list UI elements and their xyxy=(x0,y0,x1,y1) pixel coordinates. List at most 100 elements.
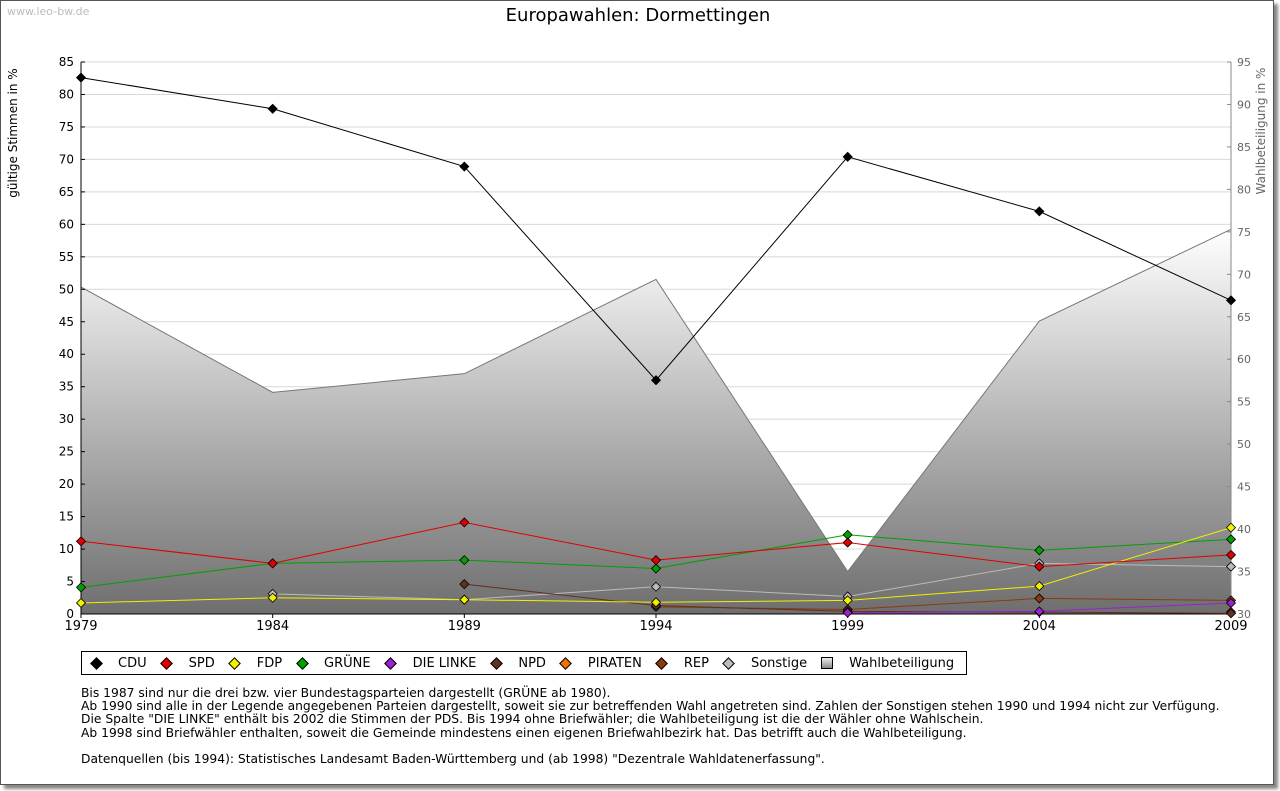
y-tick-label: 45 xyxy=(59,315,74,329)
data-point xyxy=(1034,606,1045,617)
legend-label: REP xyxy=(683,655,709,671)
legend-label: GRÜNE xyxy=(324,655,371,671)
legend-label: DIE LINKE xyxy=(412,655,477,671)
note-line: Die Spalte "DIE LINKE" enthält bis 2002 … xyxy=(81,712,984,727)
data-point xyxy=(842,537,853,548)
turnout-fill xyxy=(81,229,1231,614)
data-point xyxy=(842,607,853,618)
y-tick-label: 80 xyxy=(59,87,74,101)
y-tick-label: 85 xyxy=(59,55,74,69)
legend-marker-icon xyxy=(384,656,397,670)
legend-label: Wahlbeteiligung xyxy=(849,655,955,671)
data-point xyxy=(1034,561,1045,572)
x-tick-label: 1989 xyxy=(448,619,481,634)
data-point xyxy=(650,597,662,608)
data-point xyxy=(650,581,662,592)
data-point xyxy=(459,594,470,605)
data-point xyxy=(1225,608,1237,619)
legend-item: GRÜNE xyxy=(295,655,371,671)
legend-item: PIRATEN xyxy=(559,655,642,671)
legend-item: Wahlbeteiligung xyxy=(821,656,954,671)
source-line: Datenquellen (bis 1994): Statistisches L… xyxy=(81,751,825,766)
legend-marker-icon xyxy=(489,656,503,670)
legend-label: SPD xyxy=(188,655,215,671)
data-point xyxy=(1034,206,1045,217)
plot-area: 0 5 10 15 20 25 30 35 40 45 50 55 60 65 70 75 80 85 30 35 40… xyxy=(6,55,1268,634)
data-point xyxy=(75,582,87,593)
y2-tick-label: 50 xyxy=(1237,438,1251,451)
legend-label: CDU xyxy=(118,655,147,671)
y-tick-label: 35 xyxy=(59,380,74,394)
y2-tick-label: 70 xyxy=(1237,268,1251,281)
data-point xyxy=(842,151,853,162)
y-tick-label: 15 xyxy=(59,510,74,524)
x-tick-label: 1984 xyxy=(256,619,289,634)
legend-marker-icon xyxy=(228,656,242,670)
y-tick-label: 60 xyxy=(59,217,74,231)
y-tick-label: 40 xyxy=(59,347,74,361)
data-point xyxy=(459,555,470,566)
series-line xyxy=(272,562,1232,601)
y2-tick-label: 40 xyxy=(1237,523,1251,536)
x-tick-label: 2009 xyxy=(1214,619,1247,634)
legend-label: FDP xyxy=(256,655,283,671)
note-line: Ab 1998 sind Briefwähler enthalten, sowe… xyxy=(81,725,967,740)
data-point xyxy=(267,558,278,569)
y2-tick-label: 55 xyxy=(1237,396,1251,409)
legend-item: NPD xyxy=(489,655,546,671)
y-tick-label: 10 xyxy=(59,542,74,556)
data-point xyxy=(75,536,87,547)
turnout-line xyxy=(80,228,1232,573)
y-tick-label: 65 xyxy=(59,185,74,199)
y2-axis-label: Wahlbeteiligung in % xyxy=(1254,68,1268,195)
legend-label: PIRATEN xyxy=(587,655,642,671)
notes: Bis 1987 sind nur die drei bzw. vier Bun… xyxy=(81,686,1220,766)
y2-tick-label: 45 xyxy=(1237,481,1251,494)
y-tick-label: 75 xyxy=(59,120,74,134)
series-fdp xyxy=(75,522,1237,609)
turnout-area xyxy=(80,228,1232,614)
data-point xyxy=(1034,545,1045,556)
data-point xyxy=(650,555,662,566)
note-line: Bis 1987 sind nur die drei bzw. vier Bun… xyxy=(81,686,611,700)
data-point xyxy=(459,517,470,528)
series-spd xyxy=(75,517,1237,572)
y2-tick-label: 75 xyxy=(1237,226,1251,239)
y2-tick-label: 30 xyxy=(1237,608,1251,621)
note-line: Ab 1990 sind alle in der Legende angegeb… xyxy=(81,699,1220,714)
x-tick-label: 1994 xyxy=(639,619,672,634)
x-tick-label: 1979 xyxy=(64,619,97,634)
data-point xyxy=(1034,581,1045,592)
legend-marker-icon xyxy=(821,657,834,669)
data-point xyxy=(75,72,87,83)
data-point xyxy=(1225,597,1237,609)
data-point xyxy=(267,592,278,603)
legend-item: DIE LINKE xyxy=(384,655,477,671)
legend-marker-icon xyxy=(722,656,736,670)
watermark: www.leo-bw.de xyxy=(7,5,90,18)
data-point xyxy=(459,579,470,590)
data-point xyxy=(1225,549,1237,560)
y2-tick-label: 80 xyxy=(1237,183,1251,196)
y2-tick-label: 85 xyxy=(1237,141,1251,154)
y-tick-label: 0 xyxy=(66,607,74,621)
legend-item: Sonstige xyxy=(722,656,807,671)
data-point xyxy=(1225,295,1237,306)
data-point xyxy=(1225,534,1237,545)
y2-tick-label: 65 xyxy=(1237,311,1251,324)
y2-tick-label: 60 xyxy=(1237,353,1251,366)
legend-label: NPD xyxy=(518,655,546,671)
data-point xyxy=(1225,561,1237,572)
y-tick-label: 25 xyxy=(59,445,74,459)
legend-marker-icon xyxy=(295,656,309,670)
data-point xyxy=(650,563,662,574)
x-tick-label: 1999 xyxy=(831,619,864,634)
legend-marker-icon xyxy=(89,656,103,670)
y2-tick-label: 90 xyxy=(1237,98,1251,111)
legend-item: FDP xyxy=(228,655,283,671)
data-point xyxy=(75,597,87,609)
legend-item: SPD xyxy=(160,655,215,671)
data-point xyxy=(842,595,853,606)
chart-title: Europawahlen: Dormettingen xyxy=(505,5,771,26)
